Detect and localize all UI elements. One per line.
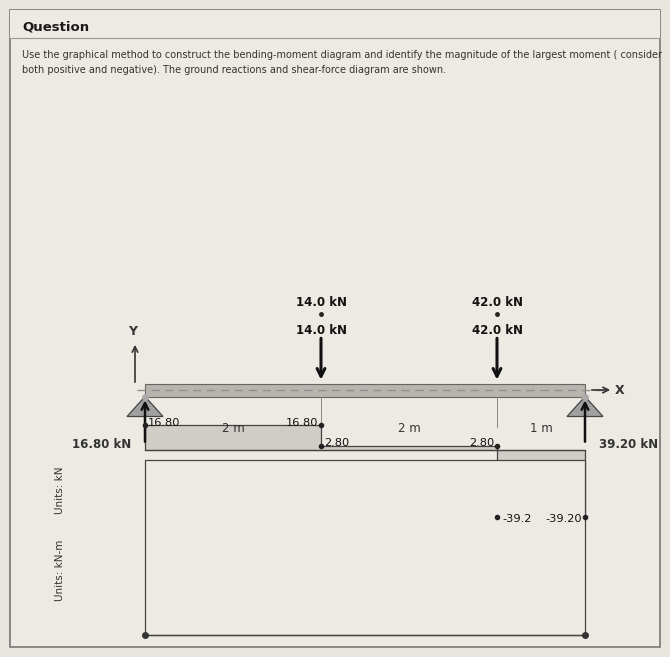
Text: 16.80: 16.80 xyxy=(285,418,318,428)
Text: Use the graphical method to construct the bending-moment diagram and identify th: Use the graphical method to construct th… xyxy=(22,50,662,75)
Text: Units: kN-m: Units: kN-m xyxy=(55,539,65,600)
Bar xyxy=(145,460,585,635)
Text: 2 m: 2 m xyxy=(222,422,245,436)
Text: 16.80: 16.80 xyxy=(148,418,180,428)
Text: 16.80 kN: 16.80 kN xyxy=(72,438,131,451)
Text: 14.0 kN: 14.0 kN xyxy=(295,296,346,309)
Text: -39.20: -39.20 xyxy=(545,514,582,524)
Text: 1 m: 1 m xyxy=(529,422,552,436)
Text: 39.20 kN: 39.20 kN xyxy=(599,438,658,451)
Polygon shape xyxy=(127,397,163,417)
Polygon shape xyxy=(567,397,603,417)
Text: 14.0 kN: 14.0 kN xyxy=(295,323,346,336)
Text: X: X xyxy=(615,384,624,397)
Polygon shape xyxy=(145,425,585,516)
Text: 42.0 kN: 42.0 kN xyxy=(472,323,523,336)
Text: Question: Question xyxy=(22,20,89,34)
Text: Units: kN: Units: kN xyxy=(55,466,65,514)
Text: 2.80: 2.80 xyxy=(324,438,349,448)
Text: 2.80: 2.80 xyxy=(469,438,494,448)
Bar xyxy=(10,10,660,38)
Text: 2 m: 2 m xyxy=(397,422,420,436)
Text: 42.0 kN: 42.0 kN xyxy=(472,296,523,309)
Bar xyxy=(145,384,585,397)
Text: Y: Y xyxy=(129,325,137,338)
Text: -39.2: -39.2 xyxy=(502,514,531,524)
